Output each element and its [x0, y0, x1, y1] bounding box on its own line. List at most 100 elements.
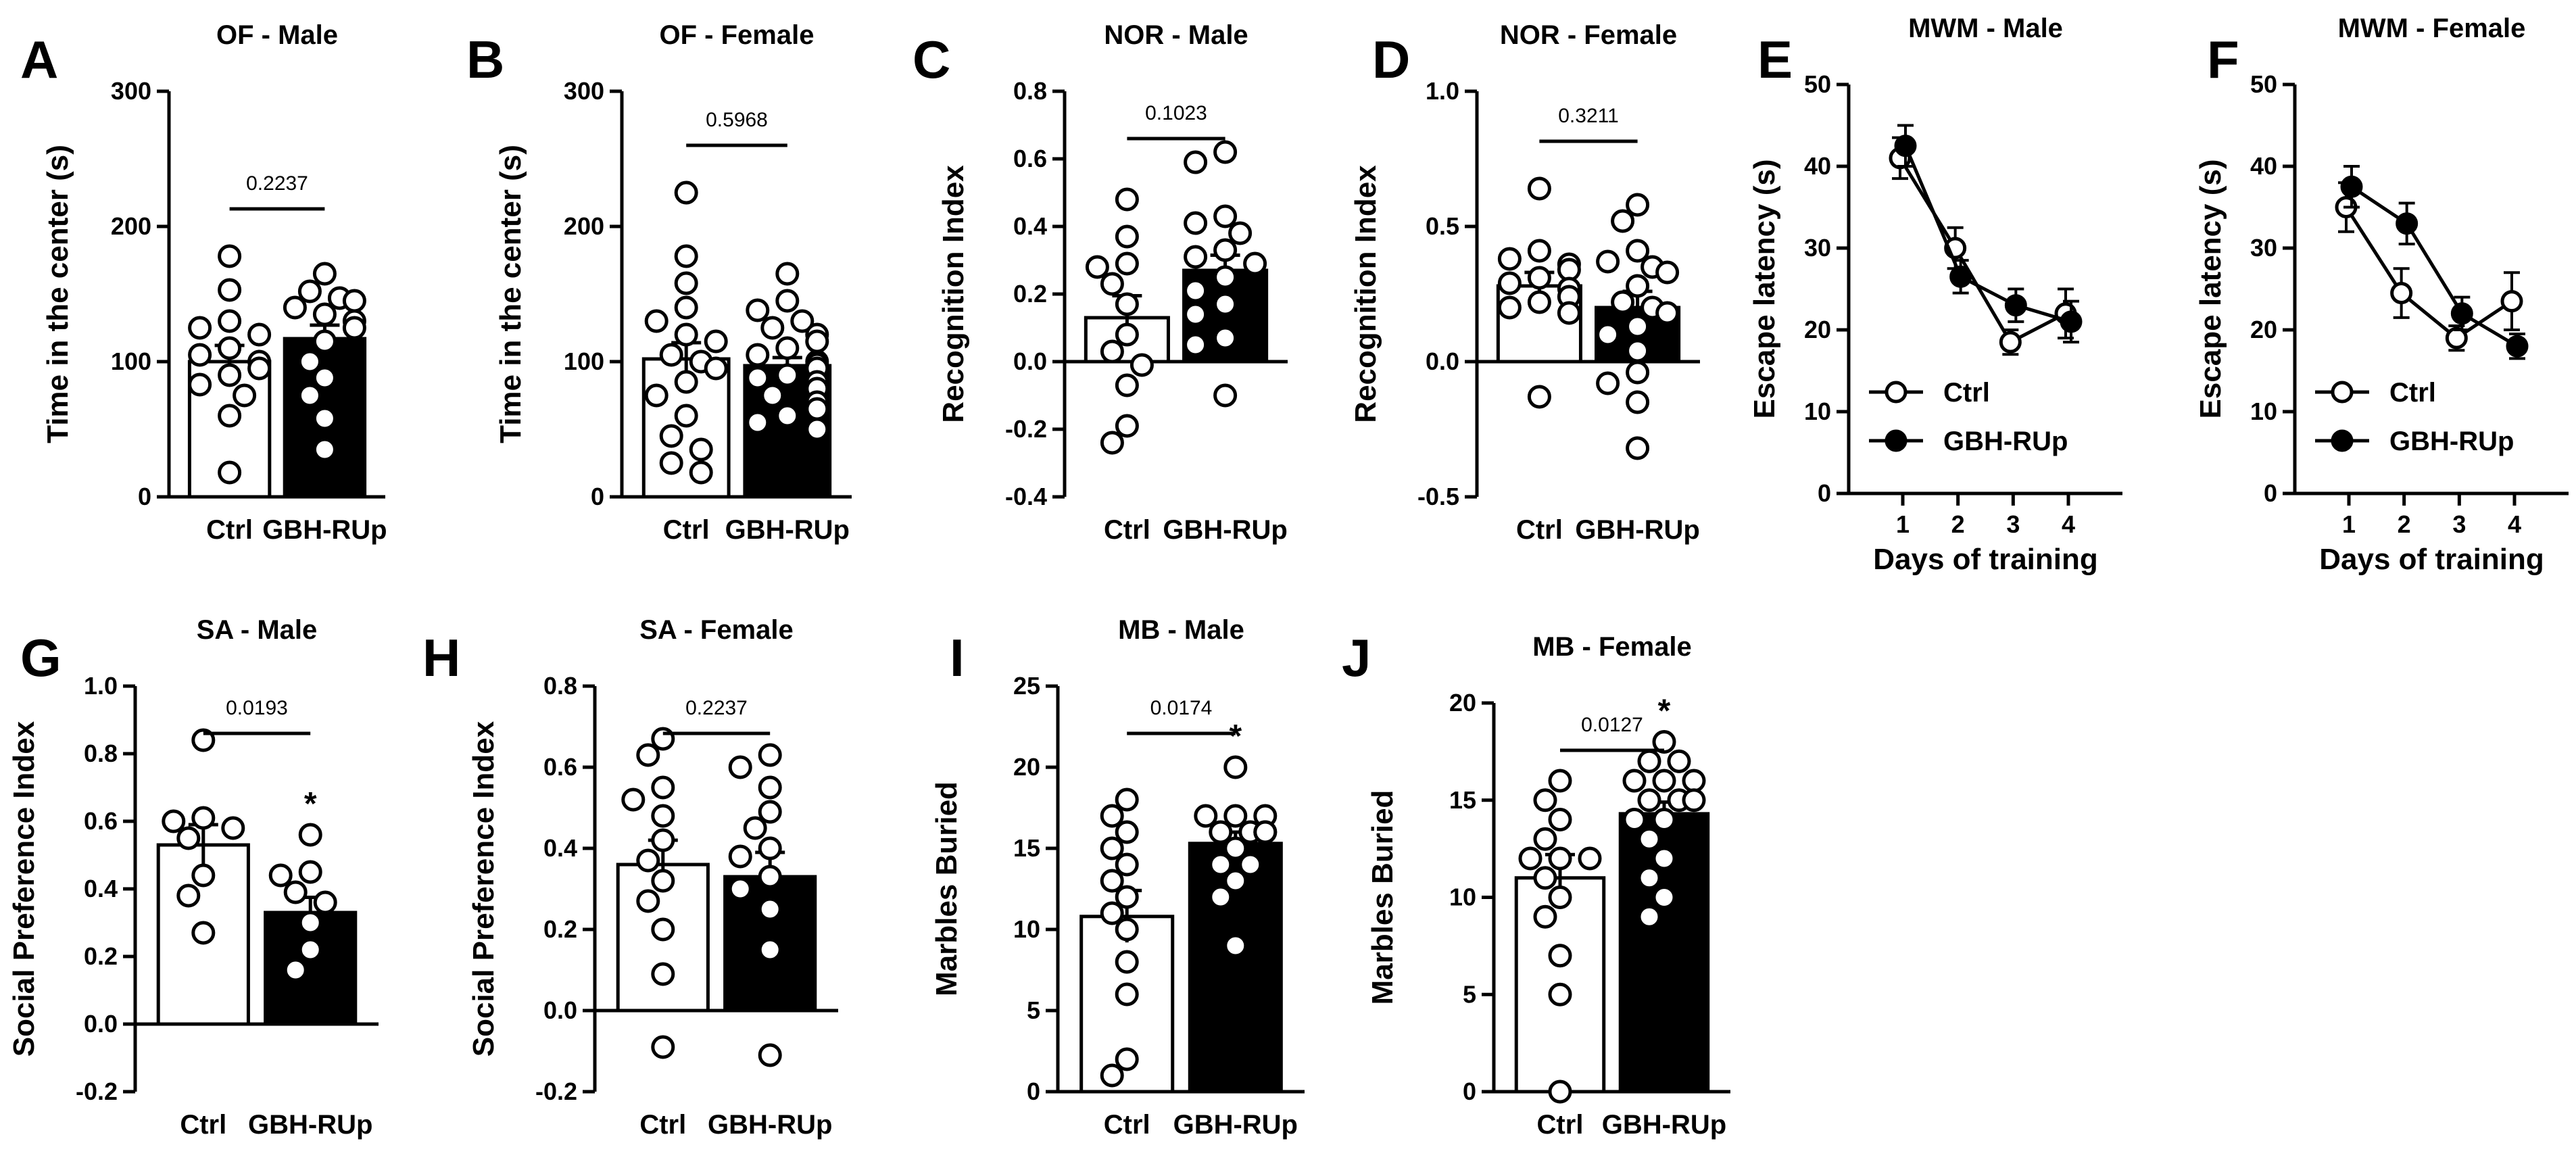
data-point-ctrl: [1533, 788, 1557, 813]
y-tick-label: 50: [2250, 70, 2277, 98]
y-axis-label: Time in the center (s): [494, 145, 527, 443]
data-point-gbh-rup: [805, 417, 829, 441]
y-tick-label: 1.0: [1426, 77, 1459, 105]
p-value-label: 0.2237: [685, 697, 748, 719]
data-point-ctrl: [2500, 290, 2523, 313]
data-point-gbh-rup: [746, 366, 770, 390]
data-point-ctrl: [1115, 1047, 1139, 1071]
data-point-gbh-rup: [297, 279, 322, 304]
p-value-label: 0.0127: [1581, 714, 1643, 736]
data-point-ctrl: [644, 383, 669, 408]
panel-letter: G: [20, 628, 62, 687]
x-category-label: Ctrl: [663, 515, 710, 545]
y-tick-label: 5: [1027, 996, 1040, 1024]
data-point-gbh-rup: [1184, 211, 1208, 235]
panel-d: D NOR - Female -0.5 0.0 0.5 1.0 Recognition In…: [1349, 20, 1700, 545]
data-point-gbh-rup: [1626, 339, 1650, 363]
panel-a: A OF - Male 0 100 200 300 Time in the center (…: [20, 20, 387, 545]
data-point-ctrl: [1999, 331, 2022, 354]
data-point-ctrl: [1115, 251, 1139, 276]
data-point-gbh-rup: [2004, 294, 2027, 317]
data-point-ctrl: [644, 309, 669, 333]
data-point-ctrl: [1548, 982, 1572, 1007]
data-point-gbh-rup: [1626, 274, 1650, 298]
panel-f: F MWM - Female 0 10 20 30 40 50 Escape latency (…: [2194, 14, 2569, 576]
data-point-ctrl: [636, 848, 660, 873]
y-tick-label: 100: [111, 347, 151, 375]
data-point-gbh-rup: [1223, 755, 1248, 779]
y-tick-label: 40: [1804, 152, 1831, 180]
data-point-gbh-rup: [312, 262, 337, 286]
data-point-ctrl: [1533, 866, 1557, 890]
panel-title: MWM - Female: [2338, 14, 2526, 43]
data-point-gbh-rup: [758, 800, 782, 824]
data-point-gbh-rup: [1652, 769, 1676, 793]
data-point-ctrl: [247, 322, 272, 347]
panel-letter: E: [1757, 30, 1793, 89]
data-point-ctrl: [1100, 901, 1124, 925]
y-tick-label: 0.0: [1426, 347, 1459, 375]
x-tick-label: 1: [1896, 510, 1910, 538]
data-point-gbh-rup: [1184, 245, 1208, 269]
panel-b: B OF - Female 0 100 200 300 Time in the center…: [466, 20, 852, 545]
data-point-gbh-rup: [1667, 749, 1691, 773]
y-tick-label: -0.2: [535, 1077, 577, 1105]
data-point-gbh-rup: [342, 289, 366, 313]
data-point-gbh-rup: [728, 755, 752, 779]
data-point-ctrl: [1115, 820, 1139, 844]
y-tick-label: 100: [564, 347, 604, 375]
legend-label-ctrl: Ctrl: [1943, 378, 1990, 408]
y-tick-label: 0.6: [84, 807, 118, 835]
legend-label-gbh-rup: GBH-RUp: [1943, 427, 2068, 456]
panel-letter: H: [422, 628, 460, 687]
y-tick-label: 25: [1013, 672, 1040, 700]
p-value-label: 0.0193: [226, 697, 288, 719]
data-point-gbh-rup: [1626, 390, 1650, 414]
data-point-gbh-rup: [1228, 221, 1253, 245]
data-point-ctrl: [1527, 239, 1551, 263]
y-tick-label: 200: [111, 212, 151, 240]
series-line-gbh-rup: [2350, 185, 2519, 348]
data-point-ctrl: [1115, 917, 1139, 942]
data-point-ctrl: [2445, 326, 2468, 349]
data-point-gbh-rup: [297, 349, 322, 374]
data-point-gbh-rup: [298, 911, 322, 935]
y-axis-label: Time in the center (s): [41, 145, 74, 443]
y-tick-label: 10: [2250, 397, 2277, 425]
y-axis-label: Recognition Index: [937, 165, 970, 423]
data-point-ctrl: [1115, 852, 1139, 877]
data-point-gbh-rup: [298, 823, 322, 847]
data-point-gbh-rup: [1213, 292, 1238, 316]
data-point-ctrl: [1548, 808, 1572, 831]
data-point-ctrl: [1115, 982, 1139, 1007]
data-point-gbh-rup: [1637, 904, 1661, 929]
data-point-gbh-rup: [746, 343, 770, 367]
data-point-gbh-rup: [775, 262, 800, 286]
data-point-ctrl: [1115, 885, 1139, 909]
data-point-gbh-rup: [760, 316, 785, 340]
data-point-gbh-rup: [1637, 749, 1661, 773]
data-point-ctrl: [659, 343, 683, 367]
y-tick-label: 0: [138, 483, 151, 510]
x-axis-label: Days of training: [2319, 543, 2544, 576]
data-point-gbh-rup: [283, 958, 308, 982]
panel-c: C NOR - Male -0.4 -0.2 0.0 0.2 0.4 0.6 0.8 Recogn…: [913, 20, 1288, 545]
data-point-gbh-rup: [746, 410, 770, 435]
data-point-ctrl: [1100, 869, 1124, 893]
p-value-label: 0.3211: [1558, 105, 1619, 127]
data-point-ctrl: [176, 883, 201, 908]
data-point-ctrl: [218, 363, 242, 387]
y-tick-label: 20: [2250, 316, 2277, 343]
y-tick-label: 50: [1804, 70, 1831, 98]
y-tick-label: 15: [1449, 786, 1476, 814]
data-point-ctrl: [2390, 282, 2413, 305]
y-axis-label: Recognition Index: [1349, 165, 1382, 423]
data-point-gbh-rup: [283, 880, 308, 904]
x-category-label: GBH-RUp: [708, 1110, 832, 1140]
data-point-ctrl: [1115, 224, 1139, 249]
data-point-ctrl: [651, 917, 675, 942]
data-point-ctrl: [651, 869, 675, 893]
y-tick-label: 5: [1463, 980, 1476, 1008]
significance-star: *: [1658, 694, 1671, 729]
data-point-ctrl: [1115, 950, 1139, 974]
